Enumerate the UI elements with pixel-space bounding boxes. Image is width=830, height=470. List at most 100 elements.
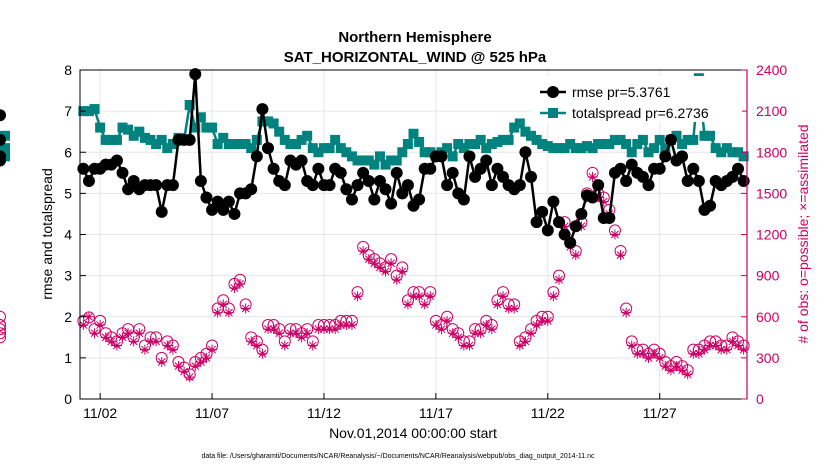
rmse-marker: [194, 175, 207, 188]
rmse-marker: [228, 207, 241, 220]
obs-assimilated-marker: [570, 250, 581, 261]
obs-assimilated-marker: [498, 291, 509, 302]
totalspread-marker: [621, 139, 632, 150]
obs-assimilated-marker: [453, 332, 464, 343]
obs-assimilated-marker: [123, 328, 134, 339]
totalspread-marker: [145, 134, 156, 145]
totalspread-marker: [593, 139, 604, 150]
totalspread-marker: [464, 139, 475, 150]
obs-assimilated-marker: [408, 291, 419, 302]
rmse-marker: [82, 175, 95, 188]
totalspread-marker: [290, 139, 301, 150]
obs-assimilated-marker: [649, 348, 660, 359]
rmse-marker: [413, 193, 426, 206]
totalspread-marker: [346, 151, 357, 162]
totalspread-marker: [553, 143, 564, 154]
rmse-marker: [547, 195, 560, 208]
obs-assimilated-marker: [470, 328, 481, 339]
totalspread-marker: [167, 139, 178, 150]
rmse-marker: [519, 146, 532, 159]
obs-assimilated-marker: [710, 340, 721, 351]
totalspread-marker: [223, 139, 234, 150]
rmse-marker: [0, 133, 6, 146]
y-right-tick-label: 300: [756, 350, 780, 366]
obs-assimilated-marker: [134, 328, 145, 339]
totalspread-marker: [307, 143, 318, 154]
obs-assimilated-marker: [738, 344, 749, 355]
obs-assimilated-marker: [705, 340, 716, 351]
totalspread-marker: [330, 134, 341, 145]
y-left-tick-label: 3: [64, 268, 72, 284]
totalspread-marker: [397, 147, 408, 158]
obs-assimilated-marker: [671, 361, 682, 372]
y-left-tick-label: 6: [64, 144, 72, 160]
obs-assimilated-marker: [341, 319, 352, 330]
totalspread-marker: [710, 143, 721, 154]
rmse-marker: [513, 179, 526, 192]
rmse-marker: [0, 150, 6, 163]
totalspread-marker: [682, 134, 693, 145]
obs-assimilated-marker: [100, 332, 111, 343]
obs-assimilated-marker: [240, 303, 251, 314]
obs-assimilated-marker: [721, 344, 732, 355]
totalspread-marker: [570, 143, 581, 154]
chart-title-line2: SAT_HORIZONTAL_WIND @ 525 hPa: [284, 49, 547, 66]
y-left-tick-label: 2: [64, 309, 72, 325]
totalspread-marker: [235, 139, 246, 150]
totalspread-marker: [123, 124, 134, 135]
obs-assimilated-marker: [531, 319, 542, 330]
totalspread-marker: [604, 139, 615, 150]
obs-assimilated-marker: [637, 348, 648, 359]
x-tick-label: 11/22: [531, 405, 565, 421]
rmse-marker: [166, 179, 179, 192]
rmse-marker: [653, 162, 666, 175]
totalspread-marker: [106, 134, 117, 145]
obs-assimilated-marker: [207, 344, 218, 355]
totalspread-marker: [643, 147, 654, 158]
rmse-marker: [480, 154, 493, 167]
obs-assimilated-marker: [156, 356, 167, 367]
totalspread-marker: [212, 139, 223, 150]
obs-possible-marker: [0, 331, 6, 344]
obs-assimilated-marker: [184, 372, 195, 383]
totalspread-marker: [414, 136, 425, 147]
rmse-marker: [368, 193, 381, 206]
obs-assimilated-marker: [553, 274, 564, 285]
obs-assimilated-marker: [162, 340, 173, 351]
obs-assimilated-marker: [716, 344, 727, 355]
obs-assimilated-marker: [643, 352, 654, 363]
totalspread-marker: [660, 143, 671, 154]
rmse-marker: [345, 193, 358, 206]
rmse-marker: [340, 183, 353, 196]
totalspread-marker: [520, 126, 531, 137]
obs-assimilated-marker: [430, 319, 441, 330]
totalspread-marker: [408, 128, 419, 139]
obs-assimilated-marker: [542, 315, 553, 326]
totalspread-marker: [391, 155, 402, 166]
totalspread-marker: [369, 159, 380, 170]
obs-assimilated-marker: [296, 332, 307, 343]
obs-assimilated-marker: [330, 324, 341, 335]
totalspread-marker: [279, 134, 290, 145]
obs-assimilated-marker: [481, 319, 492, 330]
totalspread-marker: [721, 143, 732, 154]
obs-assimilated-marker: [290, 328, 301, 339]
obs-assimilated-marker: [257, 348, 268, 359]
totalspread-marker: [447, 151, 458, 162]
totalspread-marker: [705, 130, 716, 141]
totalspread-marker: [548, 143, 559, 154]
legend-rmse-marker: [547, 86, 559, 98]
rmse-marker: [189, 68, 202, 81]
totalspread-marker: [0, 147, 10, 158]
totalspread-marker: [335, 143, 346, 154]
obs-assimilated-marker: [548, 291, 559, 302]
y-axis-left-label: rmse and totalspread: [39, 168, 55, 300]
obs-assimilated-marker: [307, 340, 318, 351]
obs-possible-marker: [0, 310, 6, 323]
rmse-marker: [603, 212, 616, 225]
totalspread-marker: [425, 147, 436, 158]
totalspread-marker: [733, 147, 744, 158]
totalspread-marker: [263, 116, 274, 127]
y-right-tick-label: 1200: [756, 227, 787, 243]
obs-assimilated-marker: [688, 348, 699, 359]
